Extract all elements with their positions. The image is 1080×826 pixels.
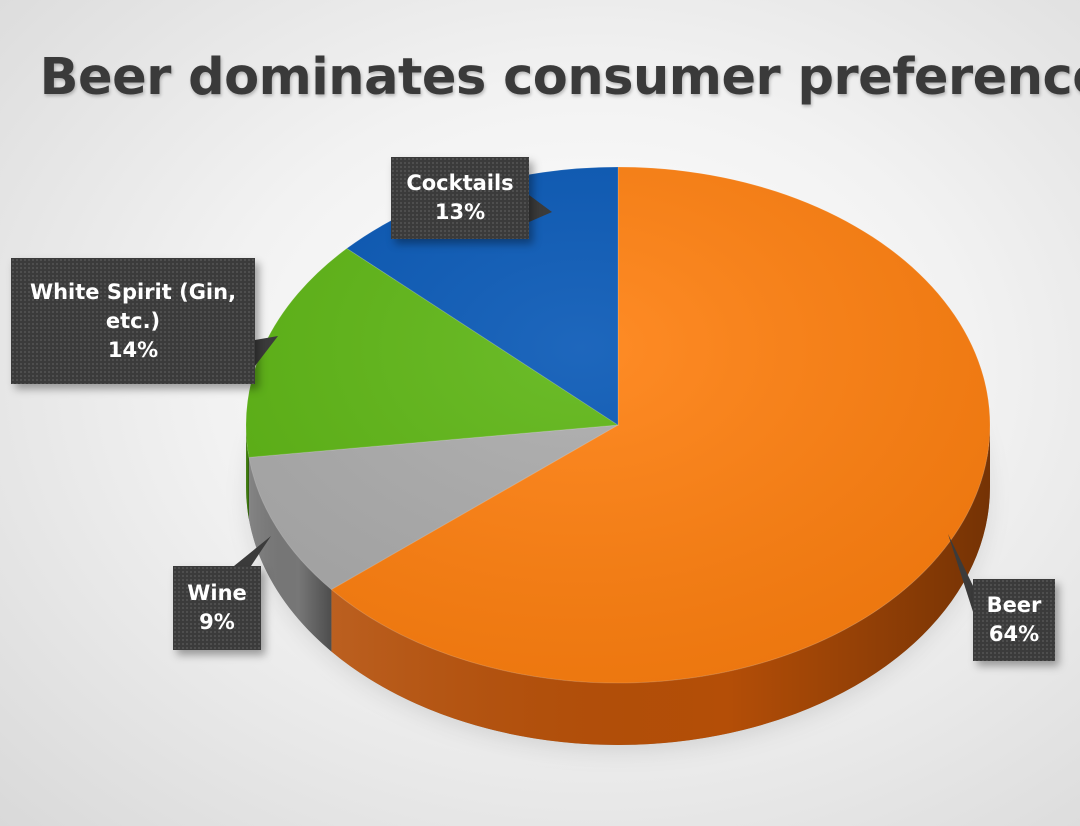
data-label-wine: Wine 9% [173, 566, 261, 650]
data-label-cocktails: Cocktails 13% [391, 157, 529, 239]
leader-wine [234, 536, 271, 566]
chart-title: Beer dominates consumer preference [39, 48, 1080, 107]
leader-white-spirit [255, 336, 278, 366]
pie-slices [245, 166, 991, 684]
slice-name-cocktails: Cocktails [406, 171, 514, 195]
data-label-beer: Beer 64% [973, 579, 1055, 661]
slice-percent-cocktails: 13% [434, 200, 486, 224]
slice-percent-beer: 64% [988, 622, 1040, 646]
data-label-white-spirit: White Spirit (Gin, etc.) 14% [11, 258, 255, 384]
slice-name-beer: Beer [986, 593, 1042, 617]
slice-percent-white-spirit: 14% [107, 337, 159, 362]
slice-side-shade-white-spirit-gin-etc [246, 425, 249, 520]
slice-percent-wine: 9% [199, 610, 235, 634]
leader-beer [948, 534, 975, 618]
slice-side-shade-wine [248, 457, 332, 652]
leader-cocktails [529, 195, 552, 222]
slice-name-wine: Wine [187, 581, 247, 605]
label-leaders [234, 195, 975, 618]
pie-side-walls [246, 425, 990, 745]
pie-top-shine [246, 167, 990, 683]
slice-name-white-spirit-line1: White Spirit (Gin, [29, 279, 237, 304]
slice-side-shade-beer [331, 425, 990, 745]
slice-name-white-spirit-line2: etc.) [105, 308, 161, 333]
